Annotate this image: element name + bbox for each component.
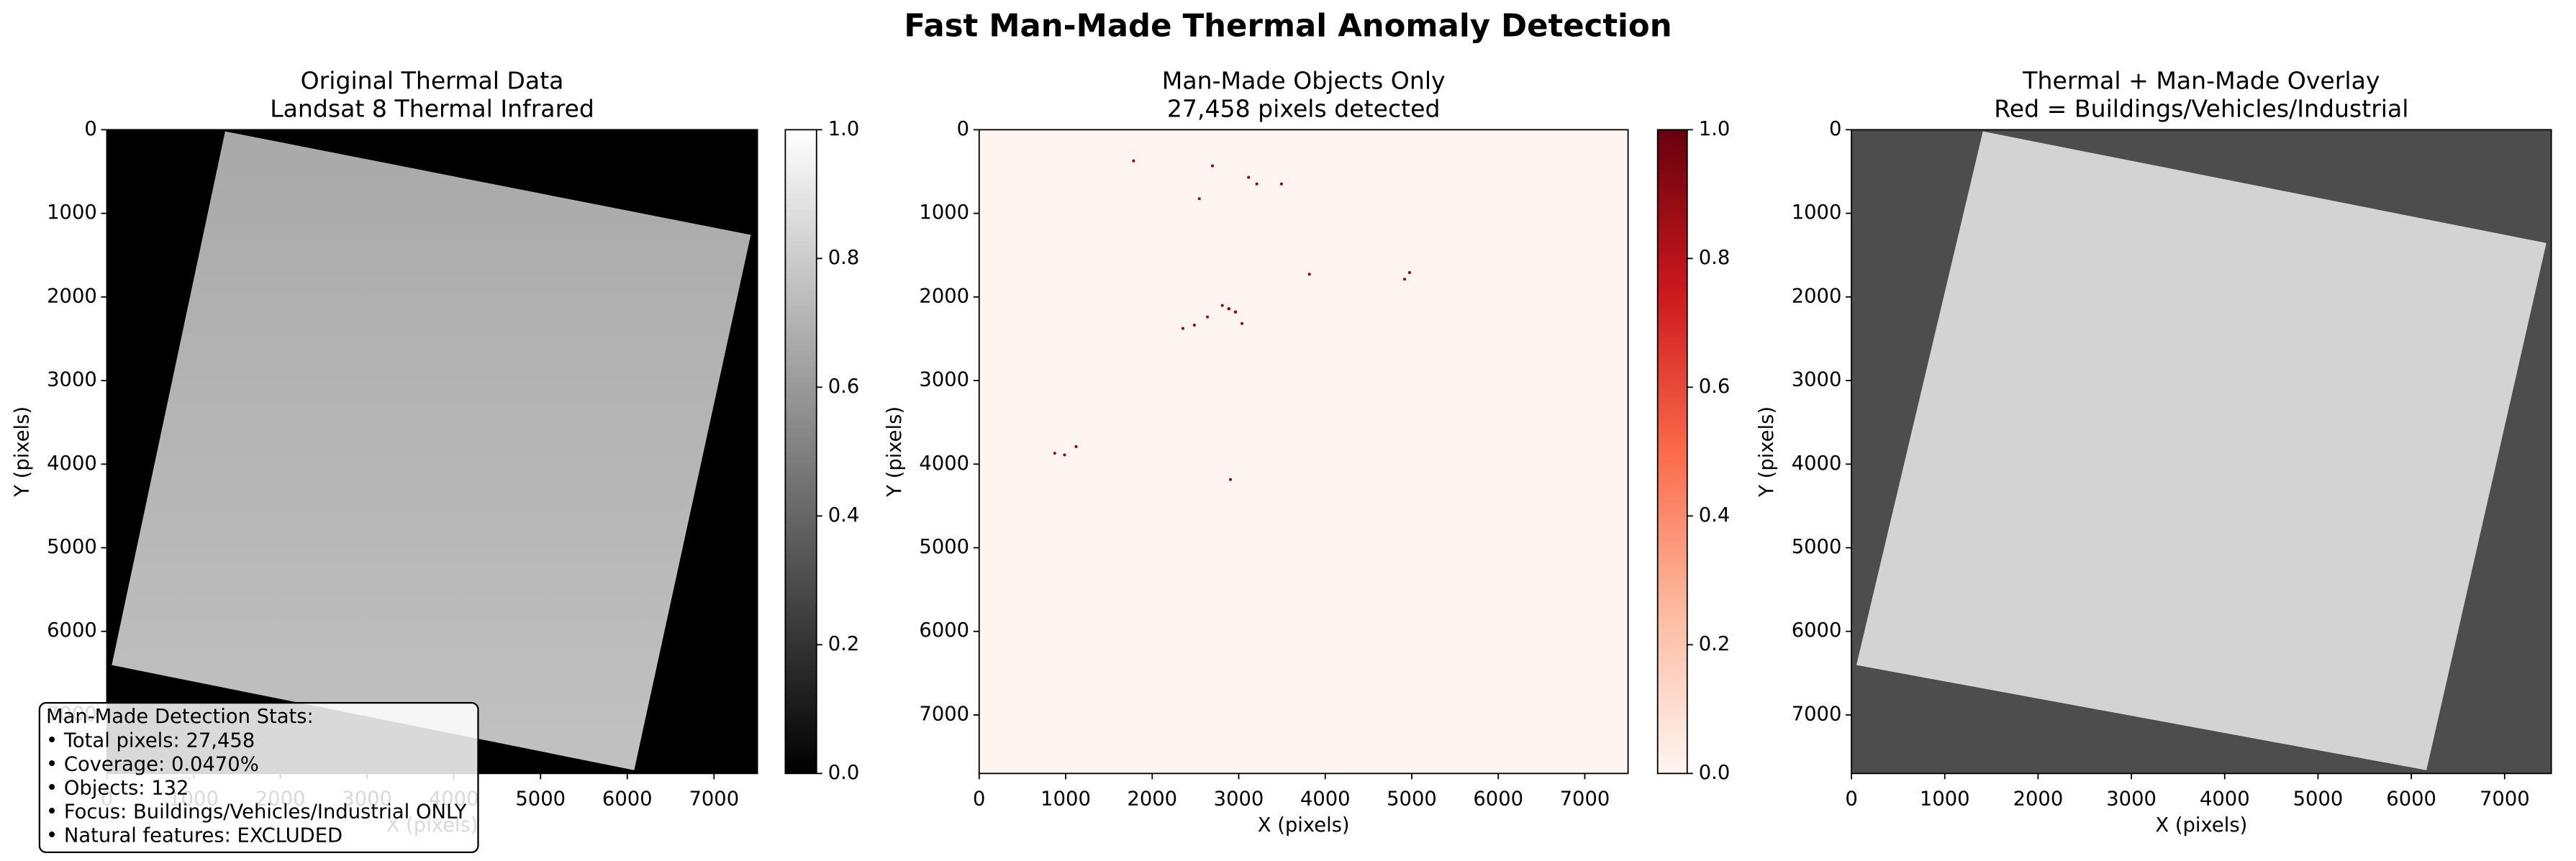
y-tick-label: 0 <box>957 118 969 140</box>
colorbar-tick-label: 0.0 <box>1699 762 1731 784</box>
x-tick-label: 3000 <box>1214 788 1264 810</box>
axes-title: Original Thermal Data <box>301 67 564 95</box>
scene <box>112 131 751 770</box>
colorbar-tick-label: 0.6 <box>828 375 860 398</box>
stats-line: • Total pixels: 27,458 <box>46 729 255 752</box>
colorbar-tick-label: 0.2 <box>828 633 860 655</box>
colorbar-tick-label: 0.4 <box>828 504 860 527</box>
x-tick-label: 3000 <box>2106 788 2157 810</box>
x-axis-label: X (pixels) <box>1258 814 1350 837</box>
colorbar-tick-label: 0.2 <box>1699 633 1731 655</box>
stats-line: • Natural features: EXCLUDED <box>46 825 343 847</box>
stats-line: • Objects: 132 <box>46 778 189 800</box>
x-tick-label: 2000 <box>2013 788 2064 810</box>
y-tick-label: 6000 <box>1792 619 1842 642</box>
y-tick-label: 1000 <box>47 201 97 224</box>
axes-frame <box>978 129 1629 775</box>
x-tick-label: 2000 <box>1127 788 1177 810</box>
y-tick-label: 6000 <box>47 619 97 642</box>
colorbar <box>784 129 817 775</box>
y-tick-label: 1000 <box>919 201 969 224</box>
y-tick-label: 0 <box>1829 118 1841 140</box>
x-tick-label: 5000 <box>1387 788 1437 810</box>
colorbar-tick-label: 0.8 <box>828 247 860 269</box>
detections <box>1053 159 1411 481</box>
x-tick-label: 7000 <box>1560 788 1610 810</box>
stats-box-frame <box>38 702 479 854</box>
colorbar-tick-label: 0.6 <box>1699 375 1731 398</box>
y-tick-label: 1000 <box>1792 201 1842 224</box>
stats-line: • Focus: Buildings/Vehicles/Industrial O… <box>46 801 467 824</box>
stats-box: Man-Made Detection Stats: • Total pixels… <box>38 702 479 854</box>
colorbar-tick-label: 1.0 <box>1699 118 1731 140</box>
y-tick-label: 5000 <box>919 536 969 558</box>
x-tick-label: 1000 <box>1040 788 1091 810</box>
axes-subtitle: Red = Buildings/Vehicles/Industrial <box>1994 94 2408 122</box>
axes-title: Man-Made Objects Only <box>1162 67 1446 95</box>
colorbar-tick-label: 0.8 <box>1699 247 1731 269</box>
y-tick-label: 6000 <box>919 619 969 642</box>
x-tick-label: 0 <box>973 788 985 810</box>
y-tick-label: 5000 <box>1792 536 1842 558</box>
axes-subtitle: 27,458 pixels detected <box>1167 94 1441 122</box>
colorbar <box>1656 129 1688 775</box>
y-tick-label: 2000 <box>919 285 969 307</box>
scene <box>1856 131 2546 770</box>
colorbar-tick-label: 1.0 <box>828 118 860 140</box>
y-axis-label: Y (pixels) <box>1756 406 1778 498</box>
x-tick-label: 6000 <box>2386 788 2436 810</box>
y-tick-label: 7000 <box>1792 703 1842 725</box>
y-tick-label: 3000 <box>1792 369 1842 391</box>
y-axis-label: Y (pixels) <box>884 406 906 498</box>
y-tick-label: 0 <box>84 118 96 140</box>
y-tick-label: 2000 <box>47 285 97 307</box>
y-tick-label: 3000 <box>47 369 97 391</box>
x-tick-label: 4000 <box>2200 788 2250 810</box>
axes-frame <box>1851 129 2552 775</box>
y-axis-label: Y (pixels) <box>12 406 34 498</box>
stats-line: • Coverage: 0.0470% <box>46 753 259 775</box>
x-tick-label: 0 <box>1845 788 1857 810</box>
x-tick-label: 6000 <box>1473 788 1523 810</box>
y-tick-label: 3000 <box>919 369 969 391</box>
y-tick-label: 5000 <box>47 536 97 558</box>
colorbar-tick-label: 0.0 <box>828 762 860 784</box>
images <box>106 129 2552 774</box>
image-background <box>979 129 1628 774</box>
y-tick-label: 4000 <box>1792 452 1842 475</box>
x-tick-label: 4000 <box>1300 788 1351 810</box>
y-tick-label: 7000 <box>919 703 969 725</box>
x-tick-label: 7000 <box>2480 788 2530 810</box>
axes-title: Thermal + Man-Made Overlay <box>2022 67 2380 95</box>
x-tick-label: 5000 <box>515 788 566 810</box>
colorbar-tick-label: 0.4 <box>1699 504 1731 527</box>
stats-line: Man-Made Detection Stats: <box>46 706 314 728</box>
figure-title: Fast Man-Made Thermal Anomaly Detection <box>904 8 1672 44</box>
x-tick-label: 5000 <box>2293 788 2344 810</box>
axes-subtitle: Landsat 8 Thermal Infrared <box>270 94 594 122</box>
y-tick-label: 4000 <box>47 452 97 475</box>
x-tick-label: 6000 <box>602 788 653 810</box>
y-tick-label: 2000 <box>1792 285 1842 307</box>
x-tick-label: 7000 <box>689 788 739 810</box>
x-tick-label: 1000 <box>1920 788 1970 810</box>
x-axis-label: X (pixels) <box>2155 814 2247 837</box>
y-tick-label: 4000 <box>919 452 969 475</box>
